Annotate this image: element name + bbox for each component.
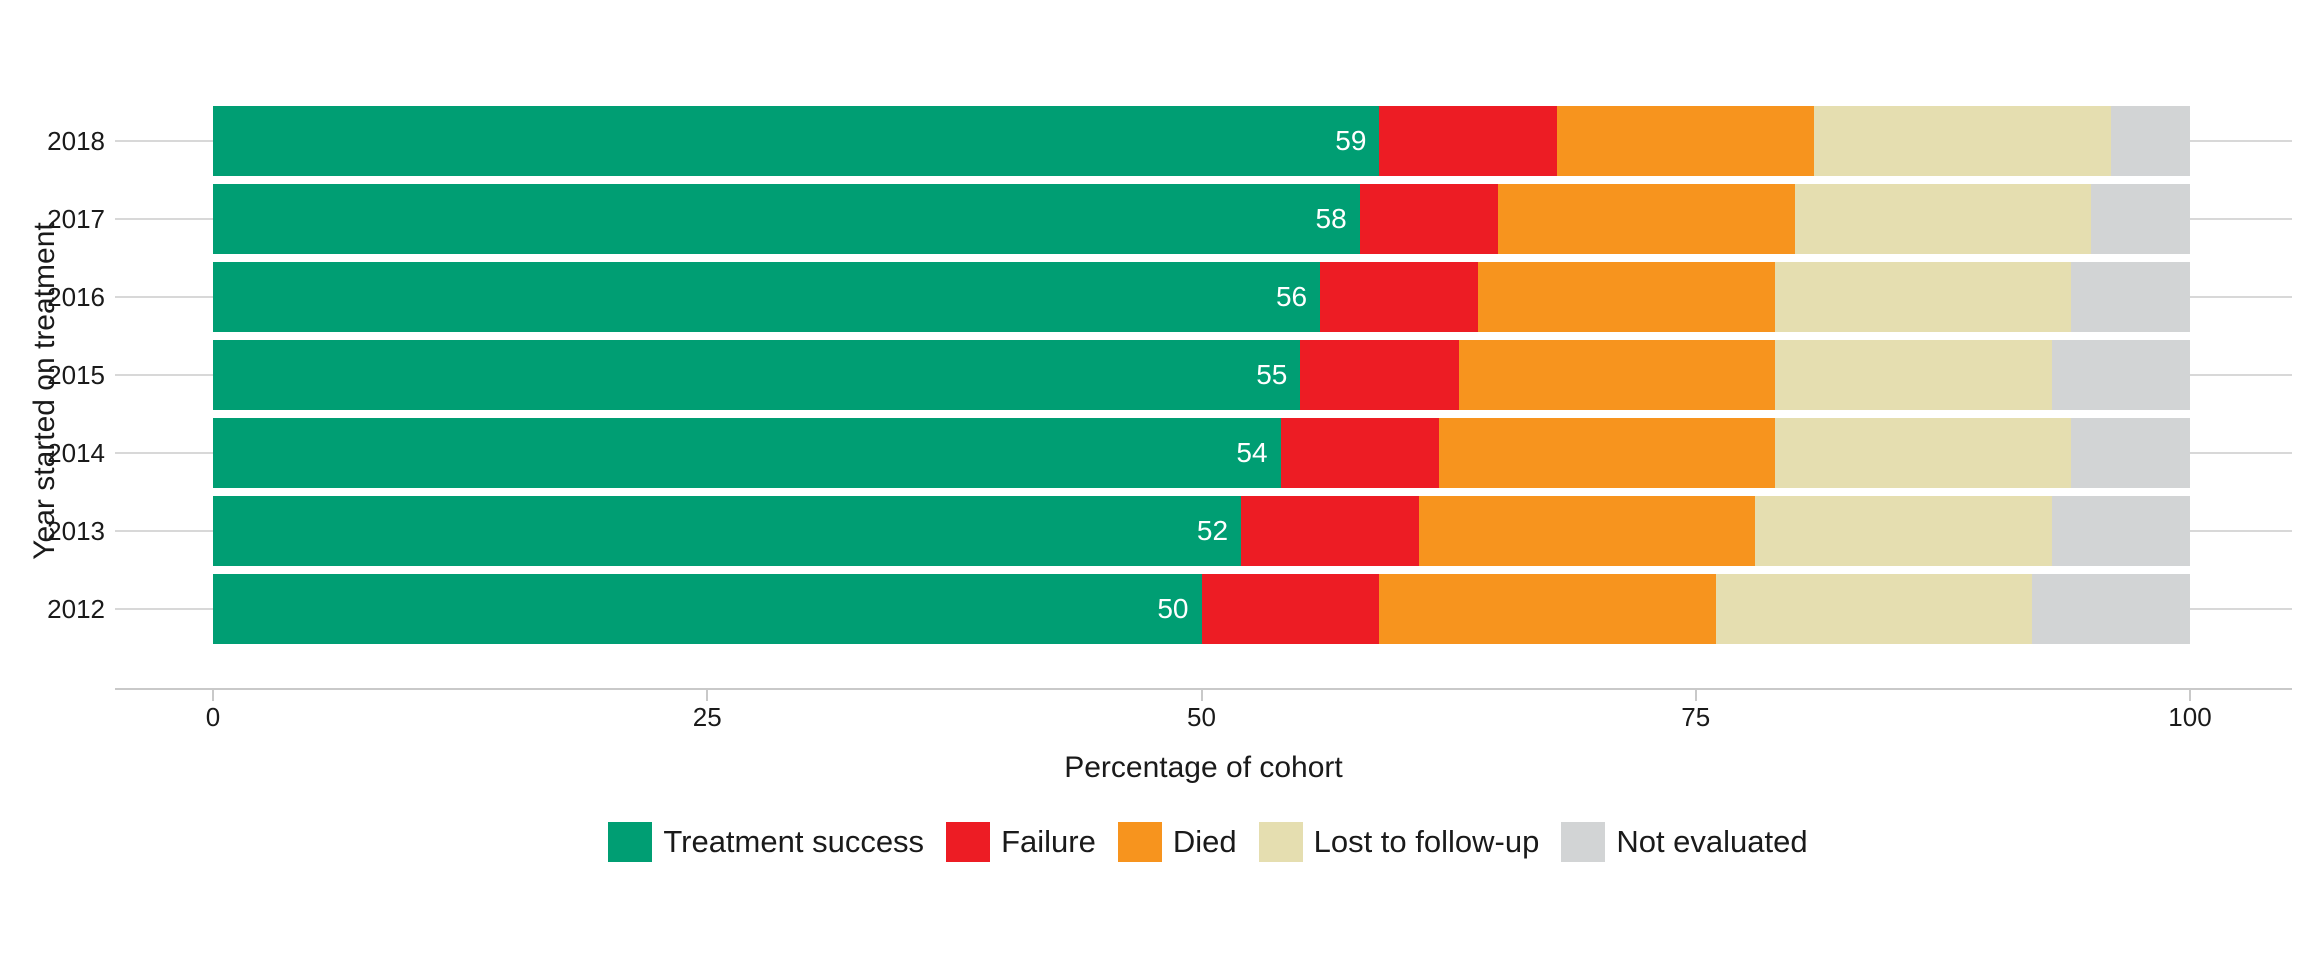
bar-segment-failure-2018 [1379,106,1558,176]
x-axis-line [115,688,2292,690]
bar-segment-lost-to-follow-up-2012 [1715,574,2032,644]
bar-segment-lost-to-follow-up-2018 [1814,106,2111,176]
bar-segment-treatment-success-2012: 50 [213,574,1202,644]
legend-label-not-evaluated: Not evaluated [1616,824,1808,859]
bar-value-label-2016: 56 [1275,281,1308,312]
legend-swatch-failure [946,822,991,862]
x-tick-label-50: 50 [1187,702,1216,732]
legend-item-failure: Failure [946,822,1096,862]
y-tick-label-2012: 2012 [47,594,105,624]
bar-segment-treatment-success-2017: 58 [213,184,1360,254]
bar-segment-died-2012 [1379,574,1716,644]
bar-value-label-2015: 55 [1256,359,1288,390]
bar-segment-not-evaluated-2014 [2071,418,2190,488]
y-tick-label-2013: 2013 [47,516,105,546]
bar-segment-treatment-success-2015: 55 [213,340,1301,410]
bar-segment-treatment-success-2016: 56 [213,262,1321,332]
bar-row-2012: 50 [213,574,2190,644]
bar-row-2018: 59 [213,106,2190,176]
bar-segment-died-2015 [1458,340,1775,410]
bar-segment-died-2017 [1498,184,1795,254]
bar-segment-failure-2013 [1241,496,1419,566]
legend-item-not-evaluated: Not evaluated [1561,822,1808,862]
bar-row-2013: 52 [213,496,2190,566]
x-tick-mark-75 [1694,690,1697,701]
bar-segment-failure-2012 [1201,574,1380,644]
legend-swatch-not-evaluated [1561,822,1606,862]
bar-segment-lost-to-follow-up-2013 [1755,496,2052,566]
bar-row-2016: 56 [213,262,2190,332]
bar-segment-not-evaluated-2013 [2051,496,2190,566]
legend-label-lost-to-follow-up: Lost to follow-up [1313,824,1540,859]
x-tick-mark-50 [1200,690,1203,701]
bar-row-2015: 55 [213,340,2190,410]
bar-segment-lost-to-follow-up-2016 [1774,262,2072,332]
bar-segment-died-2018 [1557,106,1815,176]
bar-segment-died-2014 [1438,418,1775,488]
bar-segment-lost-to-follow-up-2014 [1774,418,2072,488]
bar-segment-died-2013 [1418,496,1756,566]
bar-segment-not-evaluated-2017 [2091,184,2190,254]
bar-segment-lost-to-follow-up-2015 [1774,340,2052,410]
bar-value-label-2017: 58 [1315,203,1347,234]
legend-swatch-died [1117,822,1162,862]
bar-segment-not-evaluated-2016 [2071,262,2190,332]
bar-segment-failure-2016 [1320,262,1479,332]
bar-row-2014: 54 [213,418,2190,488]
bar-row-2017: 58 [213,184,2190,254]
bar-value-label-2014: 54 [1236,437,1268,468]
x-axis-title: Percentage of cohort [1064,751,1343,784]
bar-value-label-2012: 50 [1157,593,1189,624]
bar-segment-not-evaluated-2018 [2110,106,2190,176]
x-tick-mark-25 [706,690,709,701]
y-tick-label-2018: 2018 [47,126,105,156]
bar-segment-failure-2014 [1280,418,1439,488]
legend-swatch-lost-to-follow-up [1258,822,1303,862]
x-tick-label-100: 100 [2168,702,2212,732]
y-tick-label-2016: 2016 [47,282,105,312]
bar-segment-not-evaluated-2015 [2051,340,2190,410]
legend-label-treatment-success: Treatment success [663,824,925,859]
bar-segment-lost-to-follow-up-2017 [1794,184,2092,254]
bar-segment-not-evaluated-2012 [2031,574,2190,644]
x-tick-mark-100 [2189,690,2191,701]
legend-label-died: Died [1172,824,1237,859]
legend-item-lost-to-follow-up: Lost to follow-up [1258,822,1540,862]
bar-value-label-2013: 52 [1196,515,1229,546]
y-axis-title: Year started on treatment [28,222,61,560]
bar-segment-died-2016 [1478,262,1775,332]
bar-value-label-2018: 59 [1335,125,1367,156]
legend-item-died: Died [1117,822,1237,862]
x-tick-label-25: 25 [692,702,722,732]
bar-segment-failure-2015 [1300,340,1459,410]
y-tick-label-2015: 2015 [47,360,105,390]
legend: Treatment success Failure Died Lost to foll… [112,820,2304,864]
x-tick-mark-0 [212,690,214,701]
bar-segment-treatment-success-2013: 52 [213,496,1242,566]
x-tick-label-75: 75 [1681,702,1711,732]
y-tick-label-2014: 2014 [47,438,105,468]
x-tick-label-0: 0 [205,702,221,732]
bar-segment-treatment-success-2018: 59 [213,106,1380,176]
y-tick-label-2017: 2017 [47,204,105,234]
bar-segment-treatment-success-2014: 54 [213,418,1281,488]
legend-label-failure: Failure [1001,824,1096,859]
legend-swatch-treatment-success [608,822,653,862]
legend-item-treatment-success: Treatment success [608,822,924,862]
bar-segment-failure-2017 [1359,184,1499,254]
